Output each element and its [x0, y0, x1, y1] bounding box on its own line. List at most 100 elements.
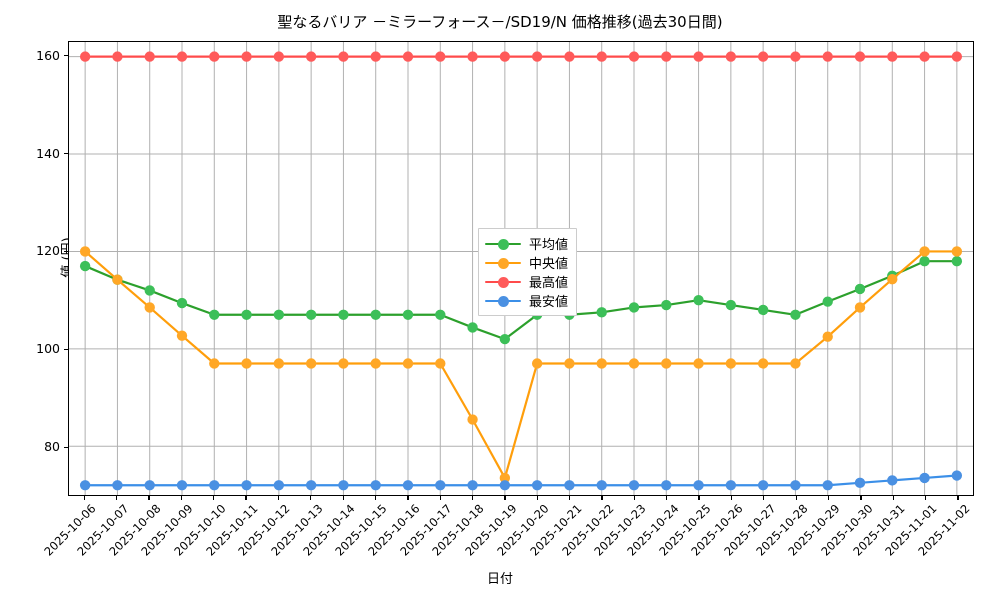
x-tick-mark: [536, 496, 538, 500]
series-point: [596, 51, 607, 62]
series-point: [757, 358, 769, 369]
series-point: [822, 480, 833, 491]
x-tick-mark: [407, 496, 409, 500]
x-axis-label: 日付: [486, 572, 513, 587]
series-point: [79, 260, 91, 272]
series-point: [725, 299, 737, 311]
x-tick-mark: [471, 496, 474, 500]
series-point: [467, 414, 478, 425]
legend-label: 平均値: [529, 238, 569, 253]
series-point: [757, 304, 769, 316]
series-point: [499, 472, 511, 484]
x-tick-mark: [342, 496, 344, 500]
series-point: [112, 51, 123, 62]
series-point: [176, 480, 188, 491]
series-point: [402, 480, 414, 491]
y-tick-label: 100: [36, 341, 60, 357]
series-point: [757, 51, 769, 62]
legend-label: 最高値: [529, 276, 569, 291]
series-point: [338, 358, 349, 369]
series-point: [79, 246, 91, 257]
legend-item-2[interactable]: 最高値: [485, 272, 568, 291]
series-point: [241, 309, 252, 320]
series-point: [176, 330, 188, 341]
series-point: [693, 294, 704, 306]
series-point: [305, 309, 317, 320]
y-tick-label: 160: [36, 47, 60, 63]
series-point: [531, 51, 543, 62]
series-line-1: [84, 250, 958, 480]
series-point: [596, 307, 607, 318]
series-point: [209, 480, 220, 491]
y-tick-mark: [64, 446, 68, 448]
legend-swatch-icon: [485, 237, 521, 251]
x-tick-mark: [795, 496, 797, 500]
series-point: [854, 302, 866, 313]
series-point: [887, 274, 898, 285]
series-point: [790, 358, 801, 369]
y-tick-label: 120: [36, 243, 60, 259]
series-point: [661, 51, 672, 62]
series-point: [628, 480, 640, 491]
series-point: [402, 51, 414, 62]
series-point: [338, 309, 349, 320]
series-point: [112, 274, 123, 285]
series-point: [628, 51, 640, 62]
series-point: [273, 309, 285, 320]
series-point: [435, 480, 446, 491]
series-point: [467, 322, 478, 333]
legend-item-1[interactable]: 中央値: [485, 253, 568, 272]
x-tick-mark: [213, 496, 215, 500]
series-point: [661, 480, 672, 491]
series-point: [370, 309, 381, 320]
series-point: [757, 480, 769, 491]
x-tick-mark: [892, 496, 894, 500]
series-point: [176, 297, 188, 309]
series-point: [338, 51, 349, 62]
series-point: [435, 309, 446, 320]
x-tick-mark: [116, 496, 118, 500]
series-point: [531, 480, 543, 491]
series-point: [854, 283, 866, 295]
y-tick-label: 80: [44, 439, 60, 455]
x-tick-mark: [730, 496, 733, 500]
series-point: [919, 246, 930, 257]
series-point: [887, 51, 898, 62]
series-point: [79, 51, 91, 62]
x-tick-mark: [698, 496, 700, 500]
series-point: [273, 480, 285, 491]
series-point: [531, 358, 543, 369]
x-tick-mark: [310, 496, 312, 500]
series-point: [725, 480, 737, 491]
legend-swatch-icon: [485, 294, 521, 308]
y-tick-mark: [64, 348, 68, 351]
y-tick-mark: [64, 250, 68, 253]
series-point: [919, 51, 930, 62]
series-point: [144, 285, 155, 296]
series-point: [564, 51, 575, 62]
legend-item-3[interactable]: 最安値: [485, 291, 568, 310]
series-point: [790, 480, 801, 491]
x-tick-mark: [277, 496, 280, 500]
series-point: [951, 246, 963, 257]
series-point: [370, 51, 381, 62]
legend-item-0[interactable]: 平均値: [485, 234, 568, 253]
series-point: [499, 51, 511, 62]
legend-label: 最安値: [529, 295, 569, 310]
series-point: [854, 477, 866, 488]
series-point: [822, 331, 833, 342]
series-point: [887, 475, 898, 486]
series-point: [467, 51, 478, 62]
series-point: [241, 51, 252, 62]
x-tick-mark: [633, 496, 636, 500]
series-point: [951, 470, 963, 481]
x-tick-mark: [860, 496, 862, 500]
series-line-0: [84, 260, 958, 341]
x-tick-mark: [763, 496, 765, 500]
legend-label: 中央値: [529, 257, 569, 272]
x-tick-mark: [924, 496, 927, 500]
series-point: [273, 51, 285, 62]
x-tick-mark: [504, 496, 506, 500]
series-point: [305, 358, 317, 369]
